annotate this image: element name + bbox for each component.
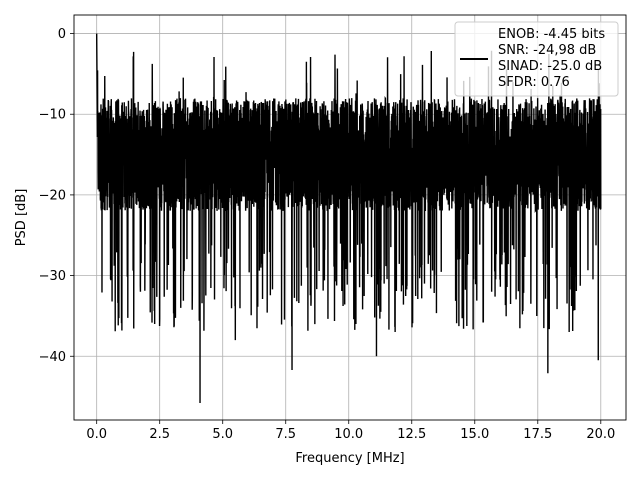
x-tick-label: 17.5 <box>523 427 552 442</box>
y-tick-label: −40 <box>39 350 66 365</box>
legend-entry: SFDR: 0.76 <box>498 75 570 90</box>
y-tick-label: −10 <box>39 108 66 123</box>
legend-entry: SINAD: -25.0 dB <box>498 59 602 74</box>
x-tick-label: 10.0 <box>334 427 363 442</box>
x-tick-label: 0.0 <box>86 427 107 442</box>
x-tick-label: 2.5 <box>149 427 170 442</box>
x-tick-label: 7.5 <box>275 427 296 442</box>
x-axis-label: Frequency [MHz] <box>295 451 404 466</box>
x-tick-label: 12.5 <box>397 427 426 442</box>
x-tick-label: 5.0 <box>212 427 233 442</box>
x-tick-label: 20.0 <box>586 427 615 442</box>
axes-frame <box>73 14 627 421</box>
y-tick-label: 0 <box>58 27 66 42</box>
y-tick-label: −30 <box>39 269 66 284</box>
plot-area <box>95 33 602 404</box>
y-tick-label: −20 <box>39 188 66 203</box>
legend-entry: ENOB: -4.45 bits <box>498 27 605 42</box>
axis-ticks: 0.0 2.5 5.0 7.5 10.0 12.5 15.0 17.5 20.0 0 −10 −20 −… <box>39 27 616 442</box>
y-axis-label: PSD [dB] <box>14 189 29 247</box>
legend-box <box>454 21 619 97</box>
legend-entry: SNR: -24,98 dB <box>498 43 596 58</box>
psd-trace <box>95 33 602 404</box>
x-tick-label: 15.0 <box>460 427 489 442</box>
